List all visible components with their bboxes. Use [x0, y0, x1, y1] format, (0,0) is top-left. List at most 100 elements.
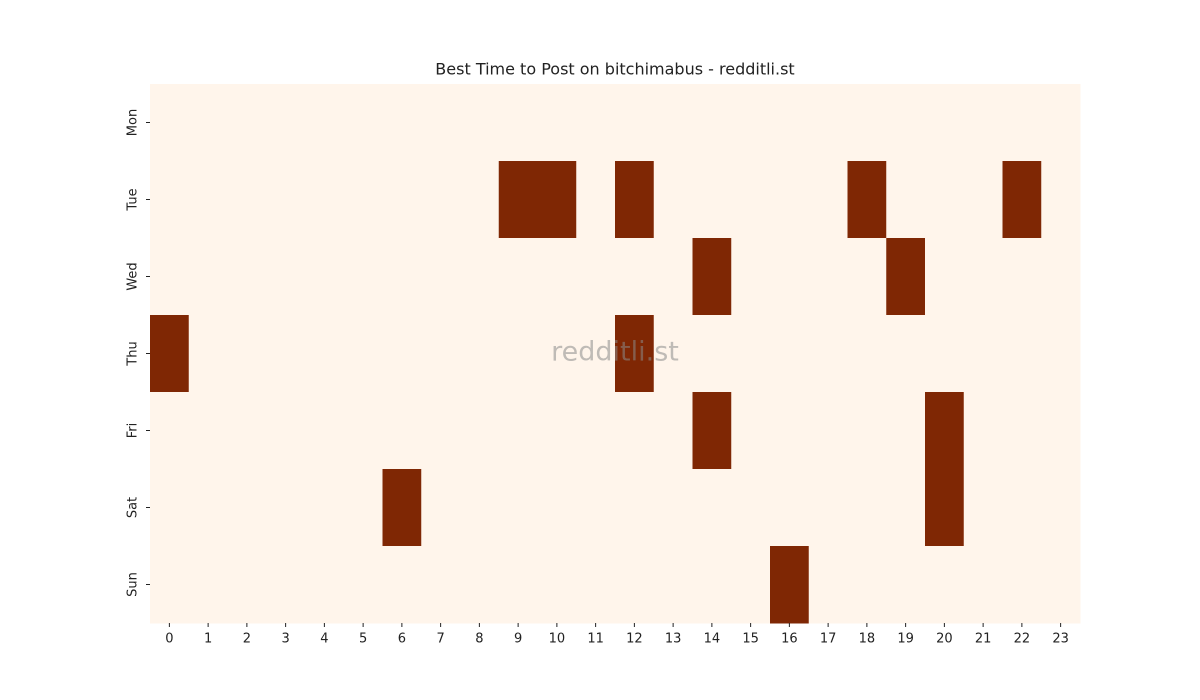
heatmap-cell — [421, 392, 461, 470]
heatmap-cell — [963, 161, 1003, 239]
heatmap-cell — [421, 84, 461, 162]
heatmap-cell — [266, 161, 306, 239]
heatmap-cell — [615, 315, 655, 393]
x-tick-label: 11 — [587, 632, 604, 647]
heatmap-cell — [770, 238, 810, 316]
heatmap-cell — [808, 469, 848, 547]
x-tick-label: 10 — [549, 632, 566, 647]
heatmap-cell — [421, 315, 461, 393]
heatmap-cell — [305, 546, 345, 624]
heatmap-cell — [305, 238, 345, 316]
heatmap-cell — [886, 161, 926, 239]
heatmap-cell — [1041, 392, 1081, 470]
heatmap-cell — [770, 469, 810, 547]
x-tick-label: 17 — [820, 632, 837, 647]
heatmap-cell — [847, 392, 887, 470]
heatmap-cell — [382, 546, 422, 624]
y-tick-label: Tue — [126, 188, 141, 211]
x-tick-label: 19 — [897, 632, 914, 647]
heatmap-cell — [692, 161, 732, 239]
watermark: redditli.st — [551, 337, 679, 368]
heatmap-cell — [227, 469, 267, 547]
heatmap-cell — [537, 84, 577, 162]
heatmap-cell — [963, 315, 1003, 393]
heatmap-cell — [1002, 469, 1042, 547]
heatmap-cell — [305, 315, 345, 393]
heatmap-cell — [925, 161, 965, 239]
heatmap-cell — [266, 546, 306, 624]
heatmap-cell — [150, 469, 190, 547]
heatmap-cell — [847, 469, 887, 547]
y-tick-label: Mon — [126, 109, 141, 136]
heatmap-cell — [460, 84, 500, 162]
heatmap-cell — [615, 161, 655, 239]
heatmap-cell — [537, 546, 577, 624]
x-tick-label: 7 — [436, 632, 444, 647]
heatmap-cell — [886, 84, 926, 162]
heatmap-cell — [382, 315, 422, 393]
heatmap-cell — [925, 469, 965, 547]
heatmap-cell — [731, 84, 771, 162]
heatmap-cell — [925, 392, 965, 470]
heatmap-cell — [227, 546, 267, 624]
heatmap-cell — [963, 469, 1003, 547]
heatmap-cell — [150, 161, 190, 239]
x-tick-label: 12 — [626, 632, 643, 647]
heatmap-cell — [1041, 546, 1081, 624]
heatmap-cell — [1002, 392, 1042, 470]
heatmap-cell — [653, 546, 693, 624]
heatmap-cell — [770, 84, 810, 162]
heatmap-cell — [692, 392, 732, 470]
heatmap-cell — [653, 161, 693, 239]
heatmap-cell — [460, 546, 500, 624]
x-tick-label: 16 — [781, 632, 798, 647]
heatmap-cell — [886, 392, 926, 470]
heatmap-cell — [731, 238, 771, 316]
heatmap-cell — [731, 161, 771, 239]
x-tick-label: 13 — [665, 632, 682, 647]
heatmap-cell — [266, 469, 306, 547]
heatmap-cell — [343, 546, 383, 624]
heatmap-cell — [150, 392, 190, 470]
heatmap-cell — [653, 469, 693, 547]
heatmap-cell — [188, 392, 228, 470]
heatmap-cell — [847, 546, 887, 624]
heatmap-cell — [266, 315, 306, 393]
heatmap-cell — [188, 469, 228, 547]
heatmap-cell — [537, 161, 577, 239]
heatmap-cell — [1041, 469, 1081, 547]
y-tick-label: Sun — [126, 572, 141, 597]
heatmap-cell — [925, 238, 965, 316]
heatmap-cell — [847, 238, 887, 316]
heatmap-cell — [421, 469, 461, 547]
x-tick-label: 18 — [859, 632, 876, 647]
heatmap-cell — [498, 546, 538, 624]
heatmap-cell — [227, 161, 267, 239]
heatmap-cell — [537, 238, 577, 316]
heatmap-cell — [150, 315, 190, 393]
heatmap-cell — [615, 392, 655, 470]
heatmap-cell — [188, 238, 228, 316]
heatmap-cell — [692, 546, 732, 624]
heatmap-cell — [925, 84, 965, 162]
x-tick-label: 23 — [1052, 632, 1069, 647]
heatmap-cell — [498, 469, 538, 547]
heatmap-cell — [731, 546, 771, 624]
heatmap-cell — [343, 315, 383, 393]
x-tick-label: 8 — [475, 632, 483, 647]
heatmap-cell — [188, 546, 228, 624]
heatmap-cell — [808, 392, 848, 470]
heatmap-cell — [1041, 161, 1081, 239]
heatmap-cell — [963, 84, 1003, 162]
heatmap-cell — [305, 392, 345, 470]
heatmap-cell — [343, 469, 383, 547]
chart-title: Best Time to Post on bitchimabus - reddi… — [435, 60, 794, 79]
heatmap-cells — [150, 84, 1081, 624]
heatmap-cell — [1002, 238, 1042, 316]
x-tick-label: 0 — [165, 632, 173, 647]
heatmap-cell — [305, 84, 345, 162]
heatmap-cell — [963, 238, 1003, 316]
heatmap-cell — [266, 392, 306, 470]
